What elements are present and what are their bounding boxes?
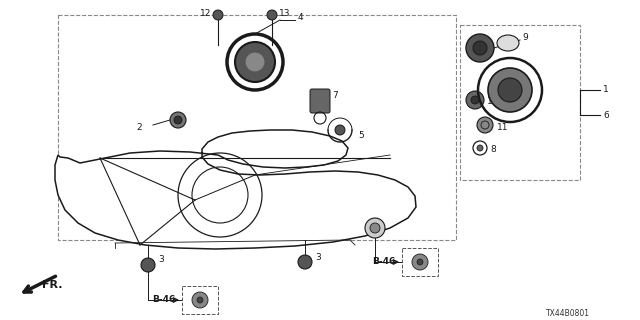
Text: 9: 9 (522, 34, 528, 43)
Bar (402, 248, 438, 276)
Circle shape (471, 96, 479, 104)
Text: 10: 10 (487, 98, 499, 107)
Text: 1: 1 (603, 85, 609, 94)
Circle shape (473, 41, 487, 55)
Text: B-46: B-46 (152, 295, 175, 305)
Text: 11: 11 (497, 123, 509, 132)
Text: 3: 3 (158, 255, 164, 265)
Text: 6: 6 (603, 110, 609, 119)
Circle shape (466, 91, 484, 109)
Ellipse shape (497, 35, 519, 51)
Text: TX44B0801: TX44B0801 (546, 308, 590, 317)
Circle shape (170, 112, 186, 128)
Circle shape (213, 10, 223, 20)
Circle shape (365, 218, 385, 238)
Text: 12: 12 (200, 9, 211, 18)
Circle shape (498, 78, 522, 102)
FancyBboxPatch shape (310, 89, 330, 113)
Text: 4: 4 (298, 13, 303, 22)
Circle shape (488, 68, 532, 112)
Text: 8: 8 (490, 146, 496, 155)
Circle shape (335, 125, 345, 135)
Circle shape (192, 292, 208, 308)
Text: 3: 3 (315, 252, 321, 261)
Text: 13: 13 (279, 9, 291, 18)
Text: FR.: FR. (42, 280, 63, 290)
Circle shape (197, 297, 203, 303)
Circle shape (412, 254, 428, 270)
Circle shape (417, 259, 423, 265)
Bar (460, 25, 580, 180)
Circle shape (235, 42, 275, 82)
Text: 5: 5 (358, 131, 364, 140)
Circle shape (477, 117, 493, 133)
Text: 2: 2 (136, 123, 141, 132)
Bar (182, 286, 218, 314)
Circle shape (267, 10, 277, 20)
Polygon shape (55, 130, 416, 249)
Circle shape (370, 223, 380, 233)
Circle shape (141, 258, 155, 272)
Circle shape (174, 116, 182, 124)
Circle shape (477, 145, 483, 151)
Bar (58, 15, 456, 240)
Text: 7: 7 (332, 91, 338, 100)
Circle shape (466, 34, 494, 62)
Text: B-46: B-46 (372, 258, 396, 267)
Circle shape (298, 255, 312, 269)
Circle shape (245, 52, 265, 72)
